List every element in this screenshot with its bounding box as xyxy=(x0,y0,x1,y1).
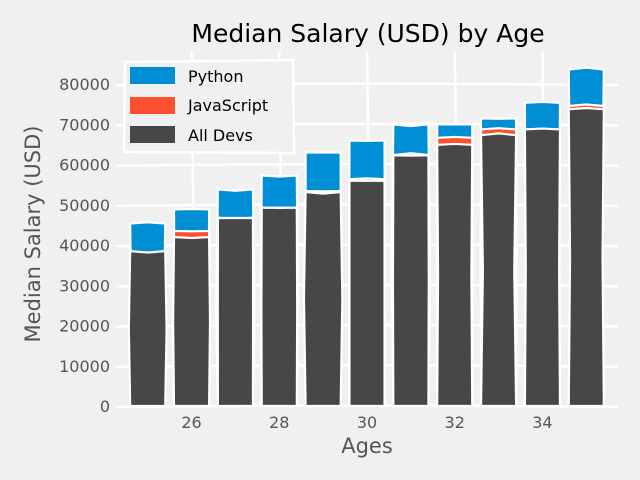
y-tick-80000: 80000 xyxy=(59,75,110,94)
legend-label-all-devs: All Devs xyxy=(188,126,253,145)
x-tick-30: 30 xyxy=(357,413,377,432)
bar-all-devs-32 xyxy=(436,142,474,408)
legend-label-javascript: JavaScript xyxy=(187,96,268,115)
bar-all-devs-29 xyxy=(302,190,344,408)
y-tick-60000: 60000 xyxy=(59,156,110,175)
y-tick-30000: 30000 xyxy=(59,276,110,295)
y-tick-0: 0 xyxy=(100,397,110,416)
legend-swatch-python xyxy=(130,67,175,84)
bar-all-devs-35 xyxy=(567,106,605,408)
y-tick-labels: 0 10000 20000 30000 40000 50000 60000 70000 8000… xyxy=(59,75,110,416)
legend-label-python: Python xyxy=(188,67,243,86)
x-tick-32: 32 xyxy=(445,413,465,432)
x-tick-34: 34 xyxy=(532,413,552,432)
bar-all-devs-26 xyxy=(171,235,212,408)
bar-all-devs-25 xyxy=(127,250,168,408)
bar-all-devs-33 xyxy=(479,132,518,408)
bars xyxy=(127,66,605,408)
y-tick-50000: 50000 xyxy=(59,196,110,215)
x-tick-labels: 26 28 30 32 34 xyxy=(181,413,552,432)
x-tick-26: 26 xyxy=(181,413,201,432)
x-tick-28: 28 xyxy=(269,413,289,432)
bar-all-devs-30 xyxy=(348,179,386,408)
bar-all-devs-28 xyxy=(260,206,299,408)
bar-all-devs-31 xyxy=(391,154,430,408)
legend-swatch-javascript xyxy=(130,97,175,114)
y-tick-10000: 10000 xyxy=(59,357,110,376)
bar-all-devs-27 xyxy=(216,216,255,408)
y-tick-40000: 40000 xyxy=(59,236,110,255)
legend: Python JavaScript All Devs xyxy=(122,58,296,155)
legend-swatch-all-devs xyxy=(130,126,175,143)
bar-all-devs-34 xyxy=(523,127,562,408)
y-axis-label: Median Salary (USD) xyxy=(21,126,45,343)
chart-title: Median Salary (USD) by Age xyxy=(191,19,544,48)
y-tick-20000: 20000 xyxy=(59,317,110,336)
x-axis-label: Ages xyxy=(341,434,393,458)
y-tick-70000: 70000 xyxy=(59,115,110,134)
